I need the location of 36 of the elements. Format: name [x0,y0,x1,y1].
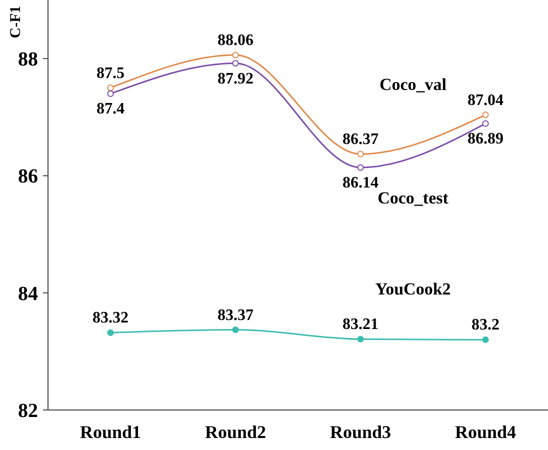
data-label: 87.92 [218,70,254,88]
data-label: 88.06 [218,32,254,50]
data-label: 87.04 [468,92,504,109]
x-tick-label: Round2 [204,422,266,442]
point [232,52,239,58]
data-label: 86.14 [342,174,378,192]
data-label: 83.21 [342,316,378,334]
series-label: Coco_test [378,188,449,208]
point [482,336,489,344]
point [232,326,239,334]
y-tick-label: 86 [18,166,38,188]
y-tick-label: 88 [18,48,38,71]
point [107,90,114,98]
y-tick-label: 84 [18,282,38,305]
point [357,150,364,158]
y-tick-label: 82 [18,400,38,422]
data-label: 87.5 [96,64,124,82]
point [482,112,489,118]
point [482,120,489,127]
point [357,164,364,171]
point [357,336,364,342]
point [107,329,114,336]
data-label: 86.89 [468,130,504,148]
text: YouCook2 [375,280,451,299]
text: Coco_val [379,74,447,94]
x-tick-label: Round1 [80,422,142,442]
y-axis-title: C-F1 [8,6,24,38]
x-tick-label: Round3 [330,422,392,442]
data-label: 83.37 [218,306,254,324]
point [107,84,114,92]
data-label: 87.4 [96,100,124,118]
data-label: 86.37 [342,131,378,148]
x-tick-label: Round4 [454,422,516,442]
data-label: 83.32 [92,310,128,327]
data-label: 83.2 [472,316,500,334]
point [232,60,239,67]
